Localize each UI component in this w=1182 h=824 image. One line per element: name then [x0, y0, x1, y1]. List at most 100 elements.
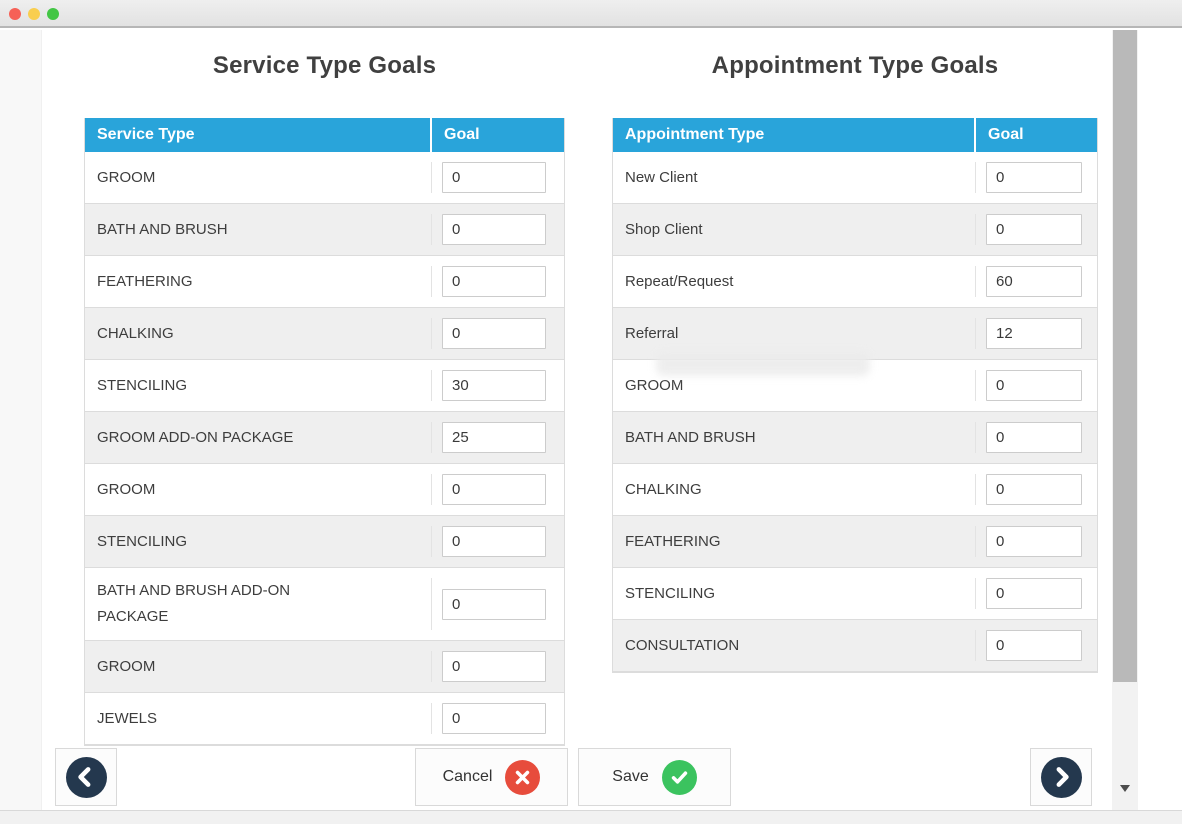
window-titlebar — [0, 0, 1182, 28]
goal-input[interactable] — [986, 370, 1082, 401]
goal-cell — [432, 703, 564, 734]
previous-page-button[interactable] — [55, 748, 117, 806]
goal-cell — [432, 588, 564, 620]
vertical-scrollbar[interactable] — [1112, 30, 1138, 810]
goal-cell — [976, 474, 1097, 505]
goal-input[interactable] — [986, 526, 1082, 557]
close-dot-icon[interactable] — [9, 8, 21, 20]
next-page-button[interactable] — [1030, 748, 1092, 806]
type-cell: CHALKING — [85, 318, 432, 349]
type-label: BATH AND BRUSH — [625, 428, 756, 446]
goal-input[interactable] — [442, 318, 546, 349]
goal-column-header: Goal — [444, 126, 480, 143]
service-type-column-header: Service Type — [85, 118, 432, 152]
table-row: STENCILING — [85, 360, 564, 412]
goal-cell — [976, 526, 1097, 557]
type-label: GROOM ADD-ON PACKAGE — [97, 428, 294, 446]
goal-cell — [432, 422, 564, 453]
table-row: GROOM — [85, 152, 564, 204]
type-label: CHALKING — [625, 480, 702, 498]
type-label: JEWELS — [97, 709, 158, 727]
table-row: New Client — [613, 152, 1097, 204]
table-row: GROOM — [613, 360, 1097, 412]
goal-input[interactable] — [442, 651, 546, 682]
goal-cell — [432, 651, 564, 682]
type-label: Referral — [625, 324, 679, 342]
type-label: GROOM — [97, 168, 156, 186]
table-row: FEATHERING — [613, 516, 1097, 568]
goal-column-header: Goal — [988, 126, 1024, 143]
table-row: STENCILING — [85, 516, 564, 568]
goal-input[interactable] — [442, 266, 546, 297]
table-row: Repeat/Request — [613, 256, 1097, 308]
left-margin-strip — [0, 30, 42, 810]
appointment-goals-table-header: Appointment Type Goal — [613, 118, 1097, 152]
goal-input[interactable] — [442, 370, 546, 401]
appointment-goals-table-body: New Client Shop Client Repeat/Request Refer… — [613, 152, 1097, 672]
table-row: Referral — [613, 308, 1097, 360]
type-label: FEATHERING — [97, 272, 193, 290]
goal-input[interactable] — [442, 162, 546, 193]
type-label: BATH AND BRUSH ADD-ON PACKAGE — [97, 582, 291, 625]
type-cell: Repeat/Request — [613, 266, 976, 297]
table-row: BATH AND BRUSH ADD-ON PACKAGE — [85, 568, 564, 641]
type-cell: GROOM ADD-ON PACKAGE — [85, 422, 432, 453]
cancel-button[interactable]: Cancel — [415, 748, 568, 806]
goal-input[interactable] — [986, 630, 1082, 661]
type-label: BATH AND BRUSH — [97, 220, 228, 238]
maximize-dot-icon[interactable] — [47, 8, 59, 20]
goal-input[interactable] — [442, 703, 546, 734]
goal-cell — [432, 162, 564, 193]
type-label: GROOM — [625, 376, 684, 394]
goal-cell — [976, 162, 1097, 193]
type-label: GROOM — [97, 657, 156, 675]
table-row: BATH AND BRUSH — [85, 204, 564, 256]
service-goals-table: Service Type Goal GROOM BATH AND BRUSH FEA… — [84, 118, 565, 746]
type-cell: CHALKING — [613, 474, 976, 505]
minimize-dot-icon[interactable] — [28, 8, 40, 20]
check-circle-icon — [661, 759, 697, 795]
goal-input[interactable] — [986, 214, 1082, 245]
goal-input[interactable] — [442, 588, 546, 620]
type-cell: Referral — [613, 318, 976, 349]
type-cell: FEATHERING — [613, 526, 976, 557]
goal-cell — [976, 578, 1097, 609]
scrollbar-thumb[interactable] — [1113, 30, 1137, 682]
goal-input[interactable] — [986, 578, 1082, 609]
goal-input[interactable] — [442, 474, 546, 505]
goal-cell — [432, 214, 564, 245]
goal-input[interactable] — [986, 266, 1082, 297]
goal-cell — [432, 266, 564, 297]
goal-input[interactable] — [986, 318, 1082, 349]
type-cell: BATH AND BRUSH — [613, 422, 976, 453]
table-row: GROOM — [85, 641, 564, 693]
goal-input[interactable] — [442, 214, 546, 245]
service-goals-table-body: GROOM BATH AND BRUSH FEATHERING CHALKING STE… — [85, 152, 564, 745]
type-label: STENCILING — [97, 376, 188, 394]
scrollbar-down-arrow-icon[interactable] — [1120, 785, 1130, 792]
goal-cell — [432, 370, 564, 401]
appointment-type-goals-panel: Appointment Type Goals Appointment Type … — [612, 50, 1098, 673]
table-row: GROOM — [85, 464, 564, 516]
goal-cell — [432, 526, 564, 557]
goal-input[interactable] — [986, 162, 1082, 193]
goal-input[interactable] — [986, 422, 1082, 453]
type-label: FEATHERING — [625, 532, 721, 550]
table-row: BATH AND BRUSH — [613, 412, 1097, 464]
goal-input[interactable] — [986, 474, 1082, 505]
goal-input[interactable] — [442, 422, 546, 453]
goal-input[interactable] — [442, 526, 546, 557]
appointment-type-column-header: Appointment Type — [613, 118, 976, 152]
goal-cell — [432, 474, 564, 505]
type-cell: BATH AND BRUSH — [85, 214, 432, 245]
appointment-goals-title: Appointment Type Goals — [711, 52, 999, 79]
goal-cell — [976, 214, 1097, 245]
goal-cell — [976, 630, 1097, 661]
type-label: New Client — [625, 168, 698, 186]
type-cell: GROOM — [613, 370, 976, 401]
save-button[interactable]: Save — [578, 748, 731, 806]
goal-cell — [976, 266, 1097, 297]
goal-cell — [976, 422, 1097, 453]
chevron-right-icon — [1040, 756, 1082, 798]
table-row: STENCILING — [613, 568, 1097, 620]
